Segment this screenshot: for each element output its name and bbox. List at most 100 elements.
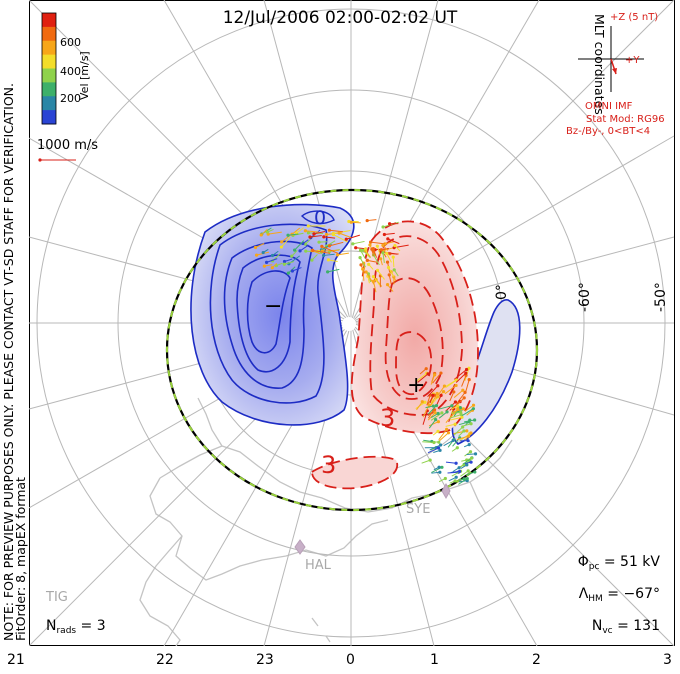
contour-label-three-a: 3 [380, 404, 395, 432]
velocity-vector-origin [282, 262, 286, 266]
velocity-vector [281, 233, 292, 243]
velocity-vector [386, 253, 392, 263]
velocity-vector-origin [455, 446, 459, 450]
velocity-vector-origin [440, 411, 444, 415]
velocity-vector [464, 432, 472, 441]
velocity-vector [428, 421, 439, 427]
velocity-vector [455, 372, 467, 383]
velocity-vector-origin [349, 220, 353, 224]
velocity-vector-origin [464, 371, 468, 375]
velocity-vector [313, 230, 326, 235]
velocity-vector [461, 408, 474, 417]
velocity-vector-origin [465, 429, 469, 433]
velocity-vector [464, 404, 474, 412]
velocity-vector-origin [461, 407, 466, 411]
positive-lobe [311, 455, 399, 490]
velocity-vector-origin [466, 439, 470, 443]
contour-label-zero-top: 0 [314, 207, 326, 229]
velocity-vector [427, 412, 436, 421]
velocity-vector-origin [386, 265, 391, 270]
velocity-vector-origin [437, 440, 441, 444]
velocity-vector [435, 385, 445, 400]
velocity-vector-origin [337, 231, 341, 235]
imf-model-line2: Bz-/By-, 0<BT<4 [566, 126, 651, 137]
velocity-vector [384, 241, 395, 245]
velocity-vector-origin [317, 240, 321, 244]
velocity-vector-origin [437, 465, 441, 469]
velocity-vector-origin [280, 240, 284, 244]
velocity-vector-origin [441, 389, 446, 394]
velocity-vector [453, 369, 467, 380]
velocity-vector [443, 439, 454, 447]
velocity-vector [292, 267, 302, 272]
colorbar-segment [42, 26, 56, 42]
velocity-vector [284, 261, 295, 265]
velocity-vector-origin [382, 232, 386, 237]
velocity-vector-origin [262, 264, 266, 268]
velocity-vector-origin [371, 279, 376, 283]
velocity-vector [438, 429, 448, 441]
pole-marker [342, 317, 356, 331]
velocity-vector-origin [361, 267, 365, 271]
velocity-vector-origin [293, 248, 297, 252]
velocity-vector-origin [436, 446, 441, 450]
velocity-vector [429, 444, 441, 451]
velocity-vector-origin [335, 253, 340, 257]
velocity-vector [305, 230, 319, 233]
velocity-vector-origin [381, 243, 385, 247]
velocity-vector-origin [358, 248, 363, 252]
imf-model-line1: Stat Mod: RG96 [586, 114, 665, 125]
vector-scale-bar [38, 158, 76, 162]
velocity-vector-origin [438, 470, 442, 474]
velocity-vector-origin [442, 384, 447, 388]
velocity-vector [367, 259, 379, 263]
plus-marker: + [407, 373, 425, 398]
velocity-vector-origin [365, 258, 369, 262]
map-title: 12/Jul/2006 02:00-02:02 UT [222, 8, 458, 28]
velocity-vector [445, 379, 457, 387]
velocity-vector-origin [303, 229, 307, 233]
velocity-vector [456, 392, 466, 404]
velocity-vector-origin [439, 393, 443, 397]
colorbar-segment [42, 96, 56, 111]
velocity-vector-origin [467, 366, 471, 370]
velocity-vector-origin [457, 466, 461, 470]
mlt-label-1: 1 [430, 652, 439, 668]
velocity-vector [309, 235, 322, 238]
color-scale-bar [41, 12, 57, 125]
velocity-vector [329, 229, 344, 233]
velocity-vector-origin [452, 390, 456, 394]
velocity-vector [427, 385, 439, 398]
velocity-vector [321, 245, 339, 254]
velocity-vector-origin [393, 243, 397, 248]
velocity-vector [438, 405, 452, 410]
velocity-vector-origin [371, 275, 376, 279]
velocity-vector-origin [381, 225, 385, 229]
velocity-vector-origin [469, 431, 473, 435]
velocity-vector-origin [381, 251, 385, 255]
velocity-vector-origin [265, 230, 269, 234]
mlt-label-0: 0 [346, 652, 355, 668]
velocity-vector [299, 244, 309, 252]
velocity-vector [291, 227, 301, 235]
colorbar-tick-400: 400 [60, 65, 81, 78]
velocity-vector-origin [306, 224, 310, 228]
velocity-vector-origin [264, 260, 269, 265]
velocity-vector [422, 441, 435, 443]
velocity-vector [449, 414, 462, 419]
velocity-vector [453, 389, 464, 398]
velocity-vector-origin [327, 228, 331, 232]
velocity-vector [456, 435, 469, 441]
velocity-vector-origin [308, 235, 312, 239]
velocity-vector-origin [440, 465, 444, 469]
velocity-vector-origin [324, 232, 329, 237]
velocity-vector-origin [259, 233, 263, 237]
velocity-vector-origin [454, 383, 458, 388]
velocity-vector-origin [303, 242, 307, 246]
velocity-vector [287, 233, 299, 236]
velocity-vector [445, 461, 457, 464]
velocity-vector [373, 281, 377, 293]
contour-label-three-b: 3 [321, 451, 336, 479]
velocity-vector-origin [436, 420, 440, 424]
velocity-vector-origin [279, 245, 283, 249]
